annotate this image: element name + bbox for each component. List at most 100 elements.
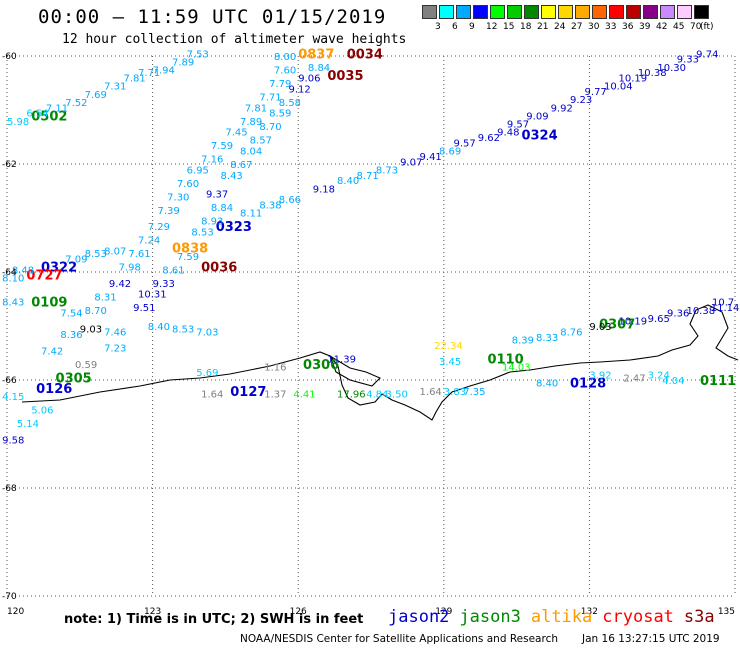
colorbar-label: 70 <box>690 22 702 32</box>
wave-height-value: 7.35 <box>463 387 485 398</box>
wave-height-value: 9.57 <box>507 120 529 131</box>
wave-height-value: 17.96 <box>337 390 366 401</box>
wave-height-value: 7.71 <box>259 93 281 104</box>
colorbar-swatch <box>643 5 658 19</box>
wave-height-value: 2.47 <box>623 373 645 384</box>
map-title: 00:00 – 11:59 UTC 01/15/2019 <box>38 6 387 28</box>
wave-height-value: 9.18 <box>313 184 335 195</box>
footer-note: note: 1) Time is in UTC; 2) SWH is in fe… <box>64 612 364 627</box>
wave-height-value: 7.42 <box>41 346 63 357</box>
lon-tick-label: 123 <box>144 607 161 617</box>
wave-height-value: 22.34 <box>434 341 463 352</box>
wave-height-value: 7.71 <box>138 68 160 79</box>
wave-height-value: 8.36 <box>60 330 82 341</box>
wave-height-value: 8.43 <box>221 171 243 182</box>
wave-height-value: 7.81 <box>245 103 267 114</box>
wave-height-value: 7.98 <box>119 263 141 274</box>
wave-height-value: 9.62 <box>478 133 500 144</box>
wave-height-value: 5.14 <box>17 419 39 430</box>
wave-height-value: 8.43 <box>2 298 24 309</box>
wave-height-value: 3.92 <box>589 371 611 382</box>
wave-height-value: 10.7 <box>712 298 734 309</box>
wave-height-value: 9.74 <box>696 49 718 60</box>
wave-height-value: 11.14 <box>711 303 740 314</box>
wave-height-value: 9.51 <box>133 303 155 314</box>
wave-height-value: 8.31 <box>94 292 116 303</box>
wave-height-value: 8.70 <box>259 122 281 133</box>
lat-tick-label: -70 <box>2 592 17 602</box>
wave-height-value: 8.67 <box>230 160 252 171</box>
colorbar-swatch <box>422 5 437 19</box>
colorbar-label: 6 <box>452 22 458 32</box>
wave-height-value: 7.94 <box>153 66 175 77</box>
wave-height-value: 3.83 <box>444 387 466 398</box>
wave-height-value: 7.45 <box>225 128 247 139</box>
wave-height-value: 4.15 <box>2 392 24 403</box>
coastline-inlet <box>328 354 381 387</box>
colorbar-swatch <box>575 5 590 19</box>
colorbar-swatch <box>456 5 471 19</box>
pass-time-label: 0126 <box>36 382 72 397</box>
pass-time-label: 0323 <box>216 220 252 235</box>
wave-height-value: 7.53 <box>187 49 209 60</box>
wave-height-value: 8.61 <box>162 265 184 276</box>
satellite-legend-item: altika <box>530 607 593 627</box>
wave-height-value: 10.04 <box>604 82 633 93</box>
colorbar-label: 36 <box>622 22 634 32</box>
pass-time-label: 0322 <box>41 261 77 276</box>
wave-height-value: 8.38 <box>259 201 281 212</box>
wave-height-value: 9.48 <box>497 128 519 139</box>
pass-time-label: 0838 <box>172 242 208 257</box>
colorbar-swatch <box>609 5 624 19</box>
colorbar-swatch <box>677 5 692 19</box>
credit-text: NOAA/NESDIS Center for Satellite Applica… <box>240 633 558 645</box>
colorbar-label: 24 <box>554 22 566 32</box>
colorbar-swatch <box>490 5 505 19</box>
wave-height-value: 14.03 <box>502 363 531 374</box>
wave-height-value: 4.04 <box>662 376 684 387</box>
wave-height-value: 5.98 <box>7 117 29 128</box>
pass-time-label: 0502 <box>31 109 67 124</box>
wave-height-value: 1.64 <box>420 387 442 398</box>
wave-height-value: 10.38 <box>686 306 715 317</box>
wave-height-value: 8.07 <box>104 246 126 257</box>
wave-height-value: 9.57 <box>454 138 476 149</box>
lon-tick-label: 132 <box>581 607 598 617</box>
wave-height-value: 8.53 <box>191 228 213 239</box>
wave-height-labels: 7.537.897.947.717.817.317.697.527.116.54… <box>2 49 739 446</box>
wave-height-value: 7.30 <box>167 192 189 203</box>
colorbar-label: 39 <box>639 22 651 32</box>
wave-height-value: 9.36 <box>667 309 689 320</box>
wave-height-value: 8.39 <box>512 336 534 347</box>
wave-height-value: 6.95 <box>187 165 209 176</box>
wave-height-value: 11.39 <box>327 354 356 365</box>
colorbar-swatch <box>626 5 641 19</box>
pass-time-label: 0305 <box>56 371 92 386</box>
satellite-legend-item: jason2 <box>388 607 450 627</box>
pass-time-label: 0837 <box>298 47 334 62</box>
wave-height-value: 7.61 <box>128 249 150 260</box>
map-subtitle: 12 hour collection of altimeter wave hei… <box>62 32 407 47</box>
pass-time-label: 0727 <box>26 269 62 284</box>
wave-height-value: 7.39 <box>157 206 179 217</box>
wave-height-value: 7.03 <box>196 327 218 338</box>
wave-height-value: 9.33 <box>153 279 175 290</box>
wave-height-value: 9.06 <box>298 74 320 85</box>
colorbar-swatch <box>541 5 556 19</box>
wave-height-value: 8.40 <box>148 322 170 333</box>
wave-height-value: 5.69 <box>196 368 218 379</box>
wave-height-value: 8.11 <box>240 209 262 220</box>
wave-height-value: 9.33 <box>677 55 699 66</box>
wave-height-value: 9.37 <box>206 190 228 201</box>
wave-height-value: 4.41 <box>293 390 315 401</box>
colorbar-label: 42 <box>656 22 668 32</box>
wave-height-value: 1.64 <box>201 390 223 401</box>
wave-height-value: 8.58 <box>279 98 301 109</box>
wave-height-value: 8.93 <box>201 217 223 228</box>
wave-height-value: 8.66 <box>279 195 301 206</box>
satellite-legend-item: jason3 <box>459 607 521 627</box>
satellite-legend: jason2 jason3 altika cryosat s3a <box>388 607 725 627</box>
wave-height-value: 9.09 <box>526 111 548 122</box>
wave-height-value: 3.50 <box>386 390 408 401</box>
